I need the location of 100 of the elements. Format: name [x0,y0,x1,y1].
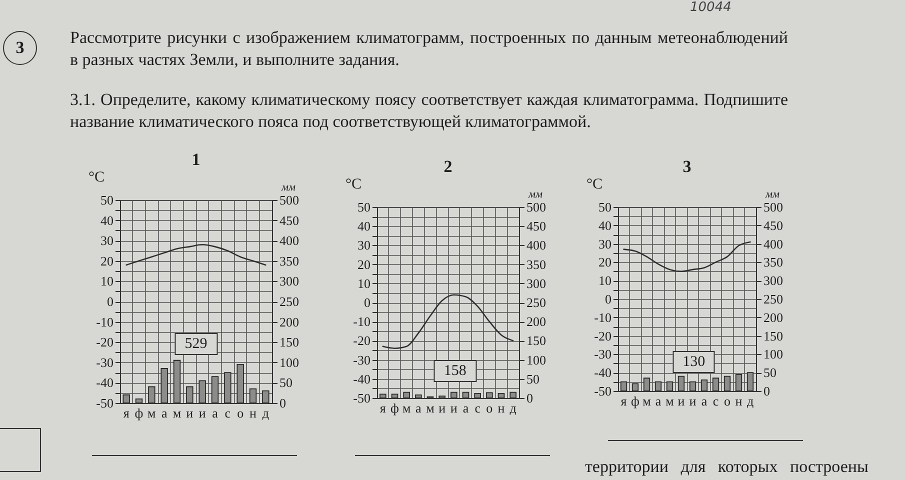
y-tick-label: 50 [598,200,612,214]
line-series [126,244,266,266]
text: 3.1. Определите, какому климатическому поясу соответствует каждая климатограмма. Подпишите название климатического пояса под соответствующей климатограммой. [70,89,788,133]
y2-tick-label: 100 [764,346,783,362]
y2-tick-label: 150 [764,328,783,344]
text: территории для которых построены [585,457,868,477]
x-tick-label: д [746,394,754,408]
y-tick-label: 0 [364,295,370,310]
y-tick-label: -10 [96,314,114,330]
y-tick-label: 20 [358,256,370,272]
y-tick-label: -50 [96,396,114,410]
y2-axis-title: мм [764,188,780,200]
text: 10044 [690,0,732,16]
y-tick-label: 30 [358,238,370,253]
y2-tick-label: 100 [526,352,546,368]
y2-tick-label: 350 [764,254,783,270]
annotation: 130 [672,350,716,373]
y2-tick-label: 400 [526,238,546,253]
chart-title: 2 [444,157,452,176]
x-tick-label: д [510,400,517,416]
y2-axis-title: мм [527,188,543,200]
y-tick-label: -50 [594,384,612,398]
line-series [382,294,514,349]
y-tick-label: -10 [594,310,612,325]
y2-axis-title: мм [280,182,296,194]
y2-tick-label: 350 [526,256,546,272]
line-series [623,241,751,272]
y-tick-label: -40 [96,375,114,390]
text: 3 [3,31,37,65]
y-tick-label: -20 [353,333,370,348]
x-tick-label: а [212,406,218,420]
x-tick-label: я [123,406,130,420]
y2-tick-label: 200 [280,314,299,330]
y-tick-label: 0 [605,292,612,306]
x-tick-label: с [474,400,481,416]
y-tick-label: -20 [594,328,612,344]
annotation: 529 [174,333,218,356]
y2-tick-label: 450 [526,218,546,234]
y2-tick-label: 400 [280,233,299,248]
x-tick-label: о [724,394,730,408]
y-tick-label: 20 [100,253,114,268]
y-tick-label: 10 [100,274,114,289]
x-tick-label: ф [134,406,144,420]
x-tick-label: и [438,400,446,416]
x-tick-label: м [426,400,434,416]
y-tick-label: 10 [598,273,612,288]
x-tick-label: н [735,394,742,408]
y2-tick-label: 200 [526,314,546,330]
y2-tick-label: 450 [280,212,299,228]
y-axis-title: °C [345,176,362,192]
y-tick-label: 50 [100,192,114,208]
y2-tick-label: 450 [764,218,783,233]
y2-tick-label: 0 [526,390,533,406]
y-tick-label: 30 [100,233,114,248]
x-tick-label: а [462,400,469,416]
x-tick-label: о [486,400,493,416]
y-tick-label: -30 [353,352,370,368]
y-axis-title: °C [88,170,105,186]
x-tick-label: о [237,406,244,420]
x-tick-label: и [198,406,206,420]
x-tick-label: я [620,394,627,408]
y-tick-label: 40 [358,218,370,234]
y-tick-label: -20 [96,334,114,350]
y-tick-label: -30 [96,354,114,370]
y2-tick-label: 200 [764,310,783,325]
y-tick-label: -40 [594,365,612,380]
x-tick-label: д [262,406,270,420]
y2-tick-label: 250 [764,292,783,306]
y-tick-label: 0 [107,294,114,309]
y-tick-label: -10 [353,314,370,330]
x-tick-label: м [642,394,651,408]
chart-title: 1 [192,150,200,169]
x-tick-label: а [701,394,708,408]
y-axis-title: °C [586,176,603,192]
x-tick-label: и [678,394,685,408]
y-tick-label: 10 [358,276,370,291]
y-tick-label: 40 [598,218,612,233]
x-tick-label: м [148,406,156,420]
y2-tick-label: 150 [280,334,299,350]
y-tick-label: -30 [594,346,612,362]
x-tick-label: м [666,394,674,408]
x-tick-label: с [712,394,719,408]
x-tick-label: м [402,400,411,416]
y-tick-label: -40 [353,371,370,386]
annotation: 158 [434,360,476,382]
y-tick-label: 40 [100,212,114,228]
y2-tick-label: 400 [764,236,783,252]
y2-tick-label: 0 [764,384,770,398]
y2-tick-label: 250 [280,294,299,309]
x-tick-label: а [416,400,422,416]
y2-tick-label: 300 [526,276,546,291]
text: Рассмотрите рисунки с изображением климатограмм, построенных по данным метеонаблюдений в разных частях Земли, и выполните задания. [70,27,788,71]
y-tick-label: -50 [353,390,370,406]
x-tick-label: а [655,394,662,408]
y2-tick-label: 100 [280,354,299,370]
x-tick-label: ф [631,394,640,408]
x-tick-label: и [186,406,194,420]
y2-tick-label: 350 [280,253,299,268]
x-tick-label: я [380,400,386,416]
y2-tick-label: 0 [280,396,286,410]
